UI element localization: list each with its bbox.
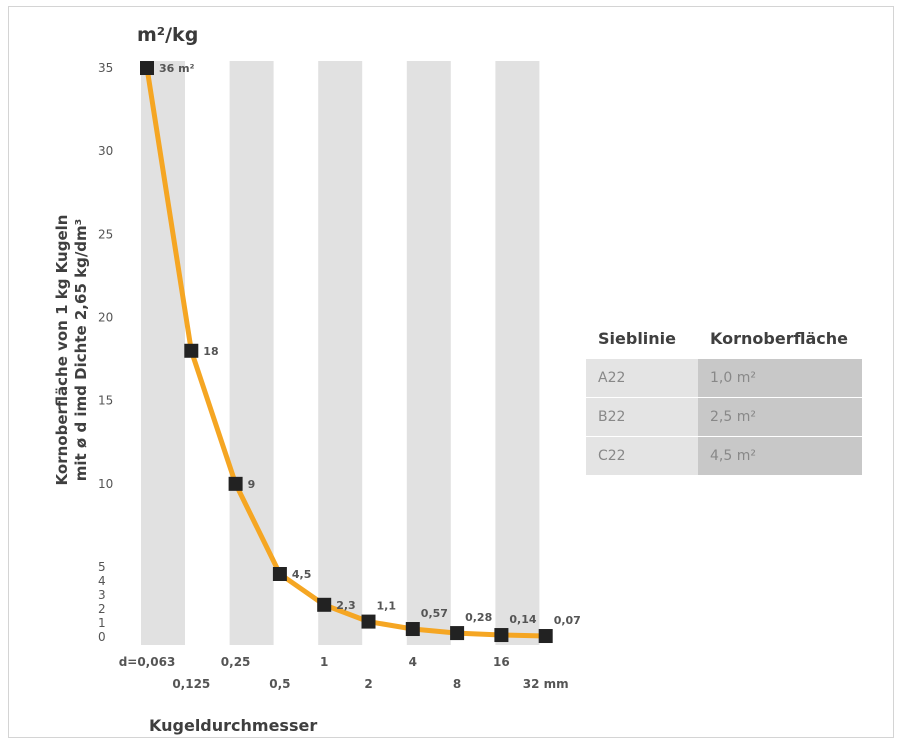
data-point-marker xyxy=(272,567,287,581)
y-tick-label: 5 xyxy=(98,560,106,574)
unit-label: m²/kg xyxy=(137,24,199,46)
table-row: B22 2,5 m² xyxy=(586,397,862,436)
data-point-marker xyxy=(140,61,154,76)
y-tick-label: 20 xyxy=(98,311,113,325)
x-axis-label: Kugeldurchmesser xyxy=(149,716,318,735)
data-label: 2,3 xyxy=(336,599,356,612)
column-band xyxy=(495,61,540,645)
column-band xyxy=(406,61,451,645)
x-tick-label: 0,25 xyxy=(221,655,251,669)
table-cell-kornoberflaeche: 4,5 m² xyxy=(698,436,862,475)
data-label: 9 xyxy=(248,478,256,491)
x-tick-label: 8 xyxy=(453,677,461,691)
data-point-marker xyxy=(405,622,420,637)
data-point-marker xyxy=(538,629,553,644)
table-header-sieblinie: Sieblinie xyxy=(598,329,677,348)
y-tick-label: 3 xyxy=(98,588,106,602)
column-band xyxy=(141,61,185,645)
table-cell-sieblinie: A22 xyxy=(586,358,698,397)
x-tick-label: 0,125 xyxy=(172,677,210,691)
x-tick-label: 4 xyxy=(409,655,417,669)
data-label: 0,07 xyxy=(554,614,581,627)
y-tick-label: 2 xyxy=(98,602,106,616)
y-axis-label-line2: mit ø d imd Dichte 2,65 kg/dm³ xyxy=(72,218,90,482)
x-tick-label: 1 xyxy=(320,655,328,669)
x-tick-label: d=0,063 xyxy=(119,655,176,669)
y-tick-label: 1 xyxy=(98,616,106,630)
y-axis-label-line1: Kornoberfläche von 1 kg Kugeln xyxy=(53,214,71,486)
table-cell-kornoberflaeche: 1,0 m² xyxy=(698,358,862,397)
data-point-marker xyxy=(184,343,199,358)
data-point-marker xyxy=(317,597,332,612)
data-label: 0,28 xyxy=(465,611,492,624)
column-band xyxy=(229,61,274,645)
data-label: 18 xyxy=(203,345,218,358)
x-tick-label: 16 xyxy=(493,655,510,669)
y-tick-label: 10 xyxy=(98,477,113,491)
y-tick-label: 25 xyxy=(98,227,113,241)
y-axis-label: Kornoberfläche von 1 kg Kugeln mit ø d i… xyxy=(53,215,91,486)
sieve-table: Sieblinie Kornoberfläche A22 1,0 m² B22 … xyxy=(586,325,862,475)
x-tick-label: 2 xyxy=(364,677,372,691)
table-header-kornoberflaeche: Kornoberfläche xyxy=(710,329,848,348)
table-header-row: Sieblinie Kornoberfläche xyxy=(586,325,862,358)
series-line xyxy=(144,65,549,639)
y-tick-label: 15 xyxy=(98,394,113,408)
table-cell-sieblinie: C22 xyxy=(586,436,698,475)
x-tick-label: 32 mm xyxy=(523,677,569,691)
data-label: 1,1 xyxy=(377,600,397,613)
data-point-marker xyxy=(494,628,509,643)
x-tick-label: 0,5 xyxy=(269,677,290,691)
y-tick-label: 35 xyxy=(98,61,113,75)
data-label: 36 m² xyxy=(159,62,195,75)
data-point-marker xyxy=(450,626,465,641)
column-band xyxy=(318,61,363,645)
data-label: 0,14 xyxy=(509,613,536,626)
y-tick-label: 0 xyxy=(98,630,106,644)
data-point-marker xyxy=(361,614,376,629)
y-tick-label: 30 xyxy=(98,144,113,158)
table-row: A22 1,0 m² xyxy=(586,358,862,397)
table-row: C22 4,5 m² xyxy=(586,436,862,475)
data-label: 0,57 xyxy=(421,607,448,620)
table-cell-sieblinie: B22 xyxy=(586,397,698,436)
table-cell-kornoberflaeche: 2,5 m² xyxy=(698,397,862,436)
y-tick-label: 4 xyxy=(98,574,106,588)
data-point-marker xyxy=(228,476,243,491)
data-label: 4,5 xyxy=(292,568,312,581)
